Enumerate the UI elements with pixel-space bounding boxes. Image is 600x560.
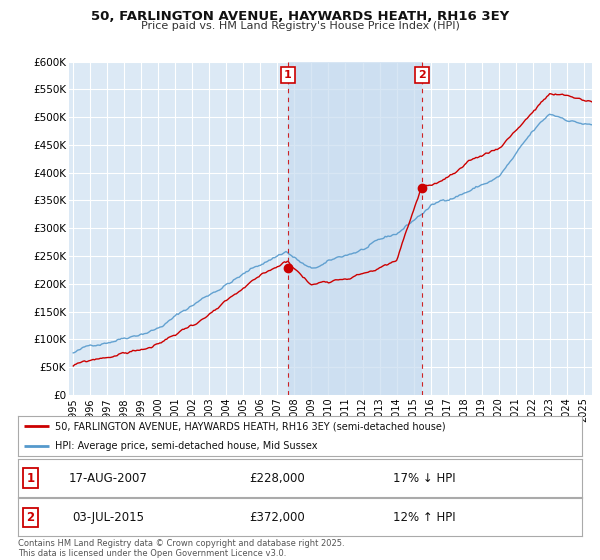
Text: £228,000: £228,000 — [250, 472, 305, 485]
Text: 50, FARLINGTON AVENUE, HAYWARDS HEATH, RH16 3EY: 50, FARLINGTON AVENUE, HAYWARDS HEATH, R… — [91, 10, 509, 23]
Text: HPI: Average price, semi-detached house, Mid Sussex: HPI: Average price, semi-detached house,… — [55, 441, 317, 451]
Text: 2: 2 — [26, 511, 34, 524]
Text: 12% ↑ HPI: 12% ↑ HPI — [393, 511, 455, 524]
Text: 03-JUL-2015: 03-JUL-2015 — [72, 511, 144, 524]
Text: Contains HM Land Registry data © Crown copyright and database right 2025.
This d: Contains HM Land Registry data © Crown c… — [18, 539, 344, 558]
Text: 17-AUG-2007: 17-AUG-2007 — [69, 472, 148, 485]
Bar — [288, 62, 422, 395]
Text: 17% ↓ HPI: 17% ↓ HPI — [393, 472, 455, 485]
Text: 2: 2 — [418, 70, 426, 80]
Text: Price paid vs. HM Land Registry's House Price Index (HPI): Price paid vs. HM Land Registry's House … — [140, 21, 460, 31]
Text: £372,000: £372,000 — [250, 511, 305, 524]
Text: 1: 1 — [26, 472, 34, 485]
Text: 50, FARLINGTON AVENUE, HAYWARDS HEATH, RH16 3EY (semi-detached house): 50, FARLINGTON AVENUE, HAYWARDS HEATH, R… — [55, 421, 445, 431]
Text: 1: 1 — [284, 70, 292, 80]
